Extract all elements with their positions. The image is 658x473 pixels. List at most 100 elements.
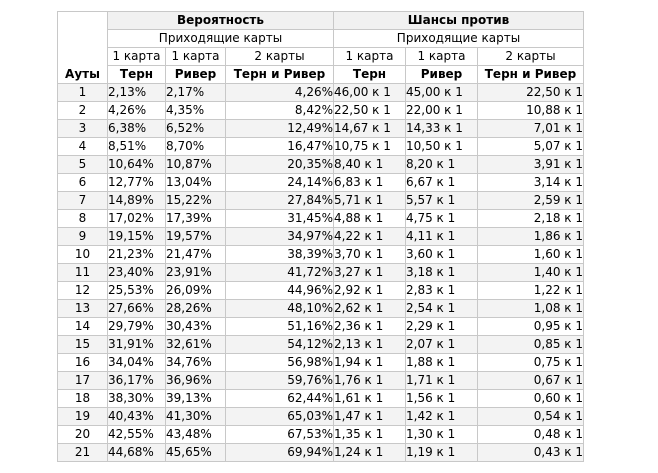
table-row: 7 14,89% 15,22% 27,84% 5,71 к 1 5,57 к 1 2,59 … — [57, 191, 584, 210]
probability-turn-cell: 23,40% — [107, 263, 166, 282]
odds-turn-and-river-cell: 0,43 к 1 — [477, 443, 584, 462]
odds-river-cell: 2,29 к 1 — [405, 317, 478, 336]
odds-river-cell: 22,00 к 1 — [405, 101, 478, 120]
probability-turn-and-river-cell: 38,39% — [225, 245, 334, 264]
odds-turn-and-river-cell: 0,95 к 1 — [477, 317, 584, 336]
odds-turn-cell: 2,13 к 1 — [333, 335, 406, 354]
probability-turn-and-river-cell: 12,49% — [225, 119, 334, 138]
street-names-row: Терн Ривер Терн и Ривер Терн Ривер Терн … — [58, 65, 584, 84]
outs-cell: 20 — [57, 425, 108, 444]
table-row: 19 40,43% 41,30% 65,03% 1,47 к 1 1,42 к 1 0,54… — [57, 407, 584, 426]
table-row: 3 6,38% 6,52% 12,49% 14,67 к 1 14,33 к 1 7,01 … — [57, 119, 584, 138]
probability-turn-and-river-cell: 48,10% — [225, 299, 334, 318]
odds-turn-and-river-cell: 5,07 к 1 — [477, 137, 584, 156]
probability-river-cell: 17,39% — [165, 209, 226, 228]
probability-turn-cell: 14,89% — [107, 191, 166, 210]
odds-river-cell: 1,56 к 1 — [405, 389, 478, 408]
odds-turn-and-river-cell: 0,85 к 1 — [477, 335, 584, 354]
table-row: 6 12,77% 13,04% 24,14% 6,83 к 1 6,67 к 1 3,14 … — [57, 173, 584, 192]
outs-cell: 8 — [57, 209, 108, 228]
odds-turn-cell: 3,70 к 1 — [333, 245, 406, 264]
odds-turn-cell: 1,47 к 1 — [333, 407, 406, 426]
probability-river-cell: 23,91% — [165, 263, 226, 282]
table-row: 18 38,30% 39,13% 62,44% 1,61 к 1 1,56 к 1 0,60… — [57, 389, 584, 408]
odds-turn-and-river-cell: 0,60 к 1 — [477, 389, 584, 408]
probability-turn-and-river-cell: 34,97% — [225, 227, 334, 246]
probability-turn-and-river-cell: 51,16% — [225, 317, 334, 336]
outs-cell: 7 — [57, 191, 108, 210]
probability-river-cell: 30,43% — [165, 317, 226, 336]
odds-turn-cell: 3,27 к 1 — [333, 263, 406, 282]
outs-cell: 5 — [57, 155, 108, 174]
probability-turn-and-river-cell: 65,03% — [225, 407, 334, 426]
odds-turn-and-river-cell: 2,59 к 1 — [477, 191, 584, 210]
outs-cell: 18 — [57, 389, 108, 408]
probability-river-cell: 45,65% — [165, 443, 226, 462]
table-row: 20 42,55% 43,48% 67,53% 1,35 к 1 1,30 к 1 0,48… — [57, 425, 584, 444]
table-row: 8 17,02% 17,39% 31,45% 4,88 к 1 4,75 к 1 2,18 … — [57, 209, 584, 228]
probability-turn-and-river-cell: 4,26% — [225, 83, 334, 102]
odds-turn-cell: 10,75 к 1 — [333, 137, 406, 156]
probability-turn-and-river-cell: 59,76% — [225, 371, 334, 390]
odds-turn-cell: 14,67 к 1 — [333, 119, 406, 138]
outs-cell: 4 — [57, 137, 108, 156]
odds-turn-cell: 2,36 к 1 — [333, 317, 406, 336]
probability-turn-cell: 4,26% — [107, 101, 166, 120]
probability-turn-cell: 42,55% — [107, 425, 166, 444]
odds-river-cell: 2,07 к 1 — [405, 335, 478, 354]
probability-turn-cell: 29,79% — [107, 317, 166, 336]
odds-both-card-count: 2 карты — [477, 47, 584, 66]
table-row: 2 4,26% 4,35% 8,42% 22,50 к 1 22,00 к 1 10,88 … — [57, 101, 584, 120]
outs-column-header: Ауты — [57, 11, 108, 84]
odds-river-cell: 14,33 к 1 — [405, 119, 478, 138]
probability-river-card-count: 1 карта — [165, 47, 226, 66]
outs-cell: 6 — [57, 173, 108, 192]
odds-river-card-count: 1 карта — [405, 47, 478, 66]
table-row: 5 10,64% 10,87% 20,35% 8,40 к 1 8,20 к 1 3,91 … — [57, 155, 584, 174]
odds-turn-cell: 2,92 к 1 — [333, 281, 406, 300]
probability-turn-and-river-cell: 31,45% — [225, 209, 334, 228]
probability-turn-and-river-cell: 27,84% — [225, 191, 334, 210]
odds-river-cell: 1,30 к 1 — [405, 425, 478, 444]
odds-turn-cell: 1,24 к 1 — [333, 443, 406, 462]
odds-turn-and-river-cell: 1,40 к 1 — [477, 263, 584, 282]
odds-turn-and-river-cell: 3,91 к 1 — [477, 155, 584, 174]
odds-turn-cell: 22,50 к 1 — [333, 101, 406, 120]
outs-cell: 9 — [57, 227, 108, 246]
odds-river-cell: 1,19 к 1 — [405, 443, 478, 462]
card-count-row: 1 карта 1 карта 2 карты 1 карта 1 карта … — [58, 47, 584, 66]
probability-turn-cell: 38,30% — [107, 389, 166, 408]
probability-river-cell: 2,17% — [165, 83, 226, 102]
table-row: 14 29,79% 30,43% 51,16% 2,36 к 1 2,29 к 1 0,95… — [57, 317, 584, 336]
probability-river-cell: 19,57% — [165, 227, 226, 246]
odds-against-group-header: Шансы против — [333, 11, 584, 30]
odds-turn-and-river-cell: 0,67 к 1 — [477, 371, 584, 390]
probability-turn-header: Терн — [107, 65, 166, 84]
probability-turn-cell: 36,17% — [107, 371, 166, 390]
odds-river-cell: 1,42 к 1 — [405, 407, 478, 426]
odds-river-cell: 5,57 к 1 — [405, 191, 478, 210]
probability-turn-and-river-cell: 16,47% — [225, 137, 334, 156]
probability-turn-and-river-cell: 62,44% — [225, 389, 334, 408]
table-row: 13 27,66% 28,26% 48,10% 2,62 к 1 2,54 к 1 1,08… — [57, 299, 584, 318]
outs-cell: 3 — [57, 119, 108, 138]
table-row: 1 2,13% 2,17% 4,26% 46,00 к 1 45,00 к 1 22,50 … — [57, 83, 584, 102]
odds-river-cell: 3,60 к 1 — [405, 245, 478, 264]
table-row: 17 36,17% 36,96% 59,76% 1,76 к 1 1,71 к 1 0,67… — [57, 371, 584, 390]
odds-turn-and-river-cell: 0,54 к 1 — [477, 407, 584, 426]
probability-river-cell: 43,48% — [165, 425, 226, 444]
probability-turn-cell: 6,38% — [107, 119, 166, 138]
odds-turn-and-river-cell: 22,50 к 1 — [477, 83, 584, 102]
probability-river-cell: 4,35% — [165, 101, 226, 120]
table-row: 10 21,23% 21,47% 38,39% 3,70 к 1 3,60 к 1 1,60… — [57, 245, 584, 264]
group-header-row: Ауты Вероятность Шансы против — [57, 11, 584, 84]
probability-river-cell: 32,61% — [165, 335, 226, 354]
odds-river-cell: 10,50 к 1 — [405, 137, 478, 156]
probability-turn-and-river-cell: 41,72% — [225, 263, 334, 282]
probability-turn-and-river-cell: 24,14% — [225, 173, 334, 192]
probability-river-cell: 34,76% — [165, 353, 226, 372]
probability-river-cell: 10,87% — [165, 155, 226, 174]
odds-turn-and-river-cell: 7,01 к 1 — [477, 119, 584, 138]
odds-river-cell: 2,54 к 1 — [405, 299, 478, 318]
outs-cell: 21 — [57, 443, 108, 462]
